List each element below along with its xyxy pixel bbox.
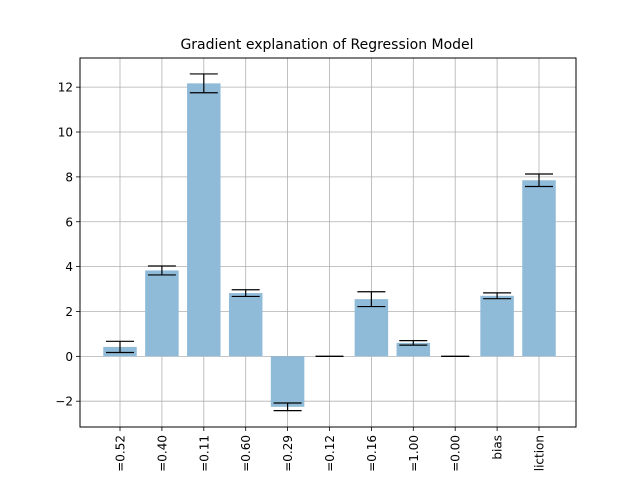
y-tick-label: 2 xyxy=(65,305,73,319)
x-tick-label: =0.52 xyxy=(114,435,128,472)
bars xyxy=(103,83,556,407)
bar xyxy=(187,83,221,357)
y-tick-label: 0 xyxy=(65,350,73,364)
x-tick-label: =0.16 xyxy=(365,435,379,472)
bar xyxy=(480,295,514,357)
bar xyxy=(145,270,179,357)
bar xyxy=(522,180,556,357)
plot-area-frame xyxy=(79,57,577,428)
y-tick-label: −2 xyxy=(55,395,73,409)
y-tick-label: 6 xyxy=(65,215,73,229)
y-axis: −2 0 2 4 6 8 10 12 xyxy=(55,81,80,409)
x-tick-label: =0.00 xyxy=(449,435,463,472)
bar xyxy=(354,299,389,357)
bar xyxy=(270,356,305,407)
x-tick-label: liction xyxy=(533,435,547,471)
chart-title: Gradient explanation of Regression Model xyxy=(180,37,473,53)
y-tick-label: 4 xyxy=(65,260,73,274)
y-tick-label: 10 xyxy=(58,126,73,140)
x-tick-label: =0.40 xyxy=(155,435,169,472)
x-tick-label: =0.11 xyxy=(197,435,211,472)
x-tick-label: =0.60 xyxy=(239,435,253,472)
error-bars xyxy=(106,73,553,412)
bar xyxy=(396,342,431,357)
x-tick-label: =0.12 xyxy=(323,435,337,472)
y-tick-label: 8 xyxy=(65,170,73,184)
y-tick-label: 12 xyxy=(58,81,73,95)
grid-lines xyxy=(80,58,576,427)
bar xyxy=(228,293,263,357)
x-tick-label: =0.29 xyxy=(281,435,295,472)
x-axis: =0.52 =0.40 =0.11 =0.60 =0.29 =0.12 =0.16 =1.00… xyxy=(114,427,547,472)
x-tick-label: bias xyxy=(491,435,505,460)
x-tick-label: =1.00 xyxy=(407,435,421,472)
